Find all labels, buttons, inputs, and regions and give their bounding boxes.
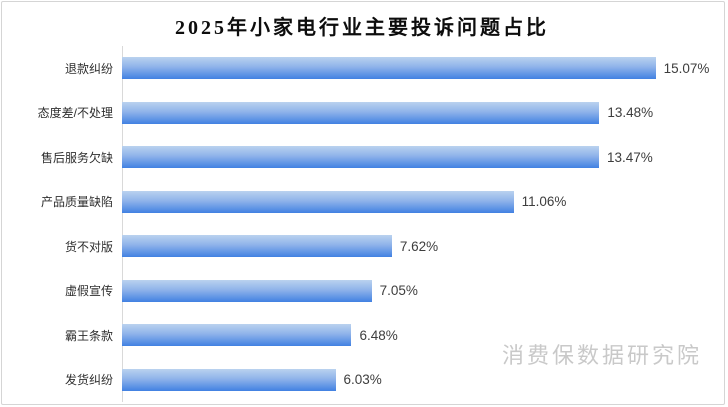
- bar-zone: 15.07%: [113, 46, 724, 91]
- category-label: 态度差/不处理: [37, 106, 113, 121]
- category-label: 虚假宣传: [64, 284, 113, 299]
- bar-zone: 13.48%: [113, 91, 724, 136]
- bar: [122, 146, 599, 169]
- bar-zone: 7.05%: [113, 269, 724, 314]
- bar: [122, 368, 336, 391]
- bar-value-label: 13.48%: [607, 105, 654, 121]
- category-label: 产品质量缺陷: [40, 195, 113, 210]
- chart-title: 2025年小家电行业主要投诉问题占比: [175, 17, 549, 39]
- bar-value-label: 11.06%: [521, 194, 567, 210]
- category-label: 售后服务欠缺: [40, 150, 113, 165]
- bar-zone: 13.47%: [113, 135, 724, 180]
- category-label: 货不对版: [64, 239, 113, 254]
- bar-row: 发货纠纷 6.03%: [0, 358, 724, 403]
- bar-rows-container: 退款纠纷 15.07% 态度差/不处理 13.48% 售后服务欠缺 13.47%…: [0, 46, 724, 402]
- category-label: 发货纠纷: [64, 373, 113, 388]
- bar-row: 霸王条款 6.48%: [0, 313, 724, 358]
- bar-row: 产品质量缺陷 11.06%: [0, 180, 724, 225]
- bar: [122, 279, 372, 302]
- bar-value-label: 13.47%: [606, 149, 653, 165]
- bar: [122, 324, 352, 347]
- bar: [122, 101, 600, 124]
- bar-value-label: 7.05%: [379, 283, 418, 299]
- bar-zone: 7.62%: [113, 224, 724, 269]
- category-label: 霸王条款: [64, 328, 113, 343]
- bar-row: 退款纠纷 15.07%: [0, 46, 724, 91]
- bar-row: 态度差/不处理 13.48%: [0, 91, 724, 136]
- bar-row: 虚假宣传 7.05%: [0, 269, 724, 314]
- bar-row: 售后服务欠缺 13.47%: [0, 135, 724, 180]
- bar-zone: 6.03%: [113, 358, 724, 403]
- bar: [122, 57, 656, 80]
- y-axis-line: [122, 46, 123, 402]
- category-label: 退款纠纷: [64, 61, 113, 76]
- bar-value-label: 6.03%: [343, 372, 382, 388]
- bar: [122, 190, 514, 213]
- bar-value-label: 15.07%: [663, 60, 710, 76]
- bar-zone: 11.06%: [113, 180, 724, 225]
- plot-area: 退款纠纷 15.07% 态度差/不处理 13.48% 售后服务欠缺 13.47%…: [0, 46, 724, 402]
- bar-value-label: 7.62%: [399, 238, 439, 254]
- bar-row: 货不对版 7.62%: [0, 224, 724, 269]
- bar-value-label: 6.48%: [359, 327, 398, 343]
- watermark: 消费保数据研究院: [501, 343, 702, 368]
- bar-zone: 6.48%: [113, 313, 724, 358]
- bar: [122, 235, 392, 258]
